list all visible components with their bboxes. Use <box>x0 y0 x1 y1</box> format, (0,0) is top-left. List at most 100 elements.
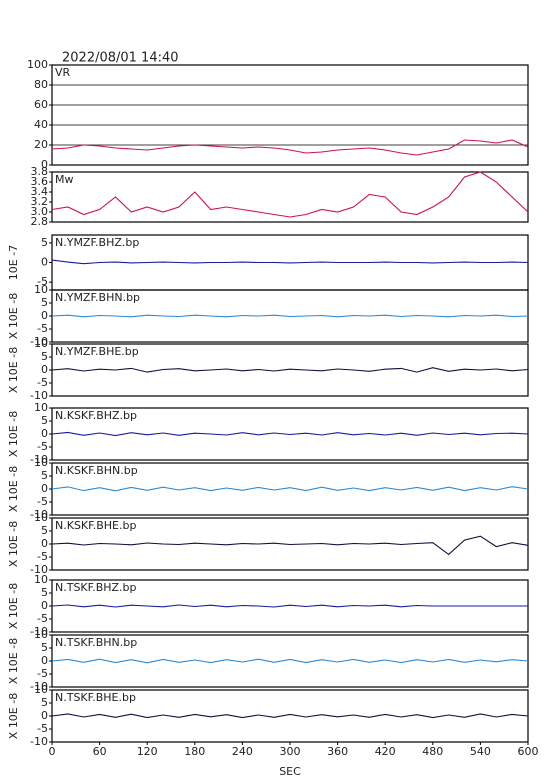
trace-label: N.YMZF.BHE.bp <box>55 345 139 358</box>
trace-label: VR <box>55 66 71 79</box>
x-tick-label: 300 <box>280 745 301 758</box>
x-tick-label: 180 <box>184 745 205 758</box>
trace <box>51 367 529 373</box>
x-tick-label: 240 <box>232 745 253 758</box>
trace-label: Mw <box>55 173 74 186</box>
trace <box>51 314 529 318</box>
y-tick-label: 5 <box>41 236 48 249</box>
y-tick-label: 5 <box>41 696 48 709</box>
y-axis-label: X 10E -8 <box>7 411 20 457</box>
y-tick-label: 3.4 <box>31 185 49 198</box>
y-tick-label: -5 <box>37 612 48 625</box>
y-tick-label: 0 <box>41 256 48 269</box>
y-axis-label: X 10E -8 <box>7 693 20 739</box>
trace-label: N.YMZF.BHZ.bp <box>55 236 139 249</box>
y-axis-label: X 10E -8 <box>7 347 20 393</box>
y-tick-label: 0 <box>41 363 48 376</box>
x-axis-label: SEC <box>279 765 301 778</box>
y-tick-label: 0 <box>41 654 48 667</box>
y-tick-label: -10 <box>30 335 48 348</box>
y-tick-label: 0 <box>41 309 48 322</box>
trace-label: N.YMZF.BHN.bp <box>55 291 140 304</box>
y-tick-label: 5 <box>41 524 48 537</box>
y-tick-label: 5 <box>41 296 48 309</box>
y-tick-label: 10 <box>34 401 48 414</box>
trace <box>51 139 529 156</box>
y-tick-label: -10 <box>30 389 48 402</box>
trace-label: N.KSKF.BHZ.bp <box>55 409 137 422</box>
y-tick-label: 5 <box>41 350 48 363</box>
y-tick-label: 3.2 <box>31 195 49 208</box>
y-axis-label: X 10E -8 <box>7 521 20 567</box>
y-tick-label: 60 <box>34 98 48 111</box>
y-axis-label: 10E -7 <box>7 245 20 280</box>
y-tick-label: 10 <box>34 573 48 586</box>
trace <box>51 171 529 218</box>
y-tick-label: 5 <box>41 414 48 427</box>
y-tick-label: 3.0 <box>31 205 49 218</box>
y-tick-label: -5 <box>37 440 48 453</box>
x-tick-label: 600 <box>518 745 539 758</box>
y-tick-label: 3.6 <box>31 175 49 188</box>
trace <box>51 658 529 664</box>
x-tick-label: 540 <box>470 745 491 758</box>
y-axis-label: X 10E -8 <box>7 293 20 339</box>
trace-label: N.TSKF.BHN.bp <box>55 636 137 649</box>
y-tick-label: -10 <box>30 680 48 693</box>
y-axis-label: X 10E -8 <box>7 638 20 684</box>
y-tick-label: -5 <box>37 322 48 335</box>
y-tick-label: -5 <box>37 495 48 508</box>
y-tick-label: 10 <box>34 511 48 524</box>
y-tick-label: 0 <box>41 482 48 495</box>
y-tick-label: -10 <box>30 453 48 466</box>
y-tick-label: -10 <box>30 563 48 576</box>
x-tick-label: 120 <box>137 745 158 758</box>
y-tick-label: -5 <box>37 550 48 563</box>
trace <box>51 604 528 608</box>
y-tick-label: 0 <box>41 709 48 722</box>
y-axis-label: X 10E -8 <box>7 583 20 629</box>
x-tick-label: 360 <box>327 745 348 758</box>
panel-frame <box>51 171 529 223</box>
y-tick-label: -10 <box>30 508 48 521</box>
y-tick-label: 80 <box>34 78 48 91</box>
y-tick-label: 40 <box>34 118 48 131</box>
y-tick-label: 20 <box>34 138 48 151</box>
y-tick-label: 5 <box>41 586 48 599</box>
y-tick-label: 5 <box>41 641 48 654</box>
y-tick-label: 0 <box>41 427 48 440</box>
y-tick-label: 10 <box>34 337 48 350</box>
y-tick-label: 5 <box>41 469 48 482</box>
y-tick-label: 10 <box>34 456 48 469</box>
y-tick-label: -5 <box>37 722 48 735</box>
y-tick-label: 2.8 <box>31 215 49 228</box>
x-tick-label: 0 <box>49 745 56 758</box>
y-tick-label: 0 <box>41 599 48 612</box>
y-tick-label: 0 <box>41 158 48 171</box>
y-tick-label: -5 <box>37 376 48 389</box>
y-tick-label: 10 <box>34 628 48 641</box>
trace-label: N.KSKF.BHE.bp <box>55 519 136 532</box>
chart-title: 2022/08/01 14:40 <box>62 51 179 66</box>
trace <box>51 486 529 492</box>
trace <box>51 431 529 437</box>
y-tick-label: 100 <box>27 58 48 71</box>
y-tick-label: 3.8 <box>31 165 49 178</box>
y-tick-label: 10 <box>34 683 48 696</box>
y-axis-label: X 10E -8 <box>7 466 20 512</box>
y-tick-label: 0 <box>41 537 48 550</box>
trace <box>51 259 529 265</box>
y-tick-label: -5 <box>37 667 48 680</box>
trace <box>51 713 529 719</box>
trace-label: N.TSKF.BHZ.bp <box>55 581 137 594</box>
y-tick-label: -10 <box>30 625 48 638</box>
y-tick-label: -5 <box>37 275 48 288</box>
x-tick-label: 480 <box>422 745 443 758</box>
x-tick-label: 420 <box>375 745 396 758</box>
trace-label: N.KSKF.BHN.bp <box>55 464 138 477</box>
y-tick-label: -10 <box>30 735 48 748</box>
y-tick-label: 10 <box>34 283 48 296</box>
trace-label: N.TSKF.BHE.bp <box>55 691 136 704</box>
x-tick-label: 60 <box>93 745 107 758</box>
